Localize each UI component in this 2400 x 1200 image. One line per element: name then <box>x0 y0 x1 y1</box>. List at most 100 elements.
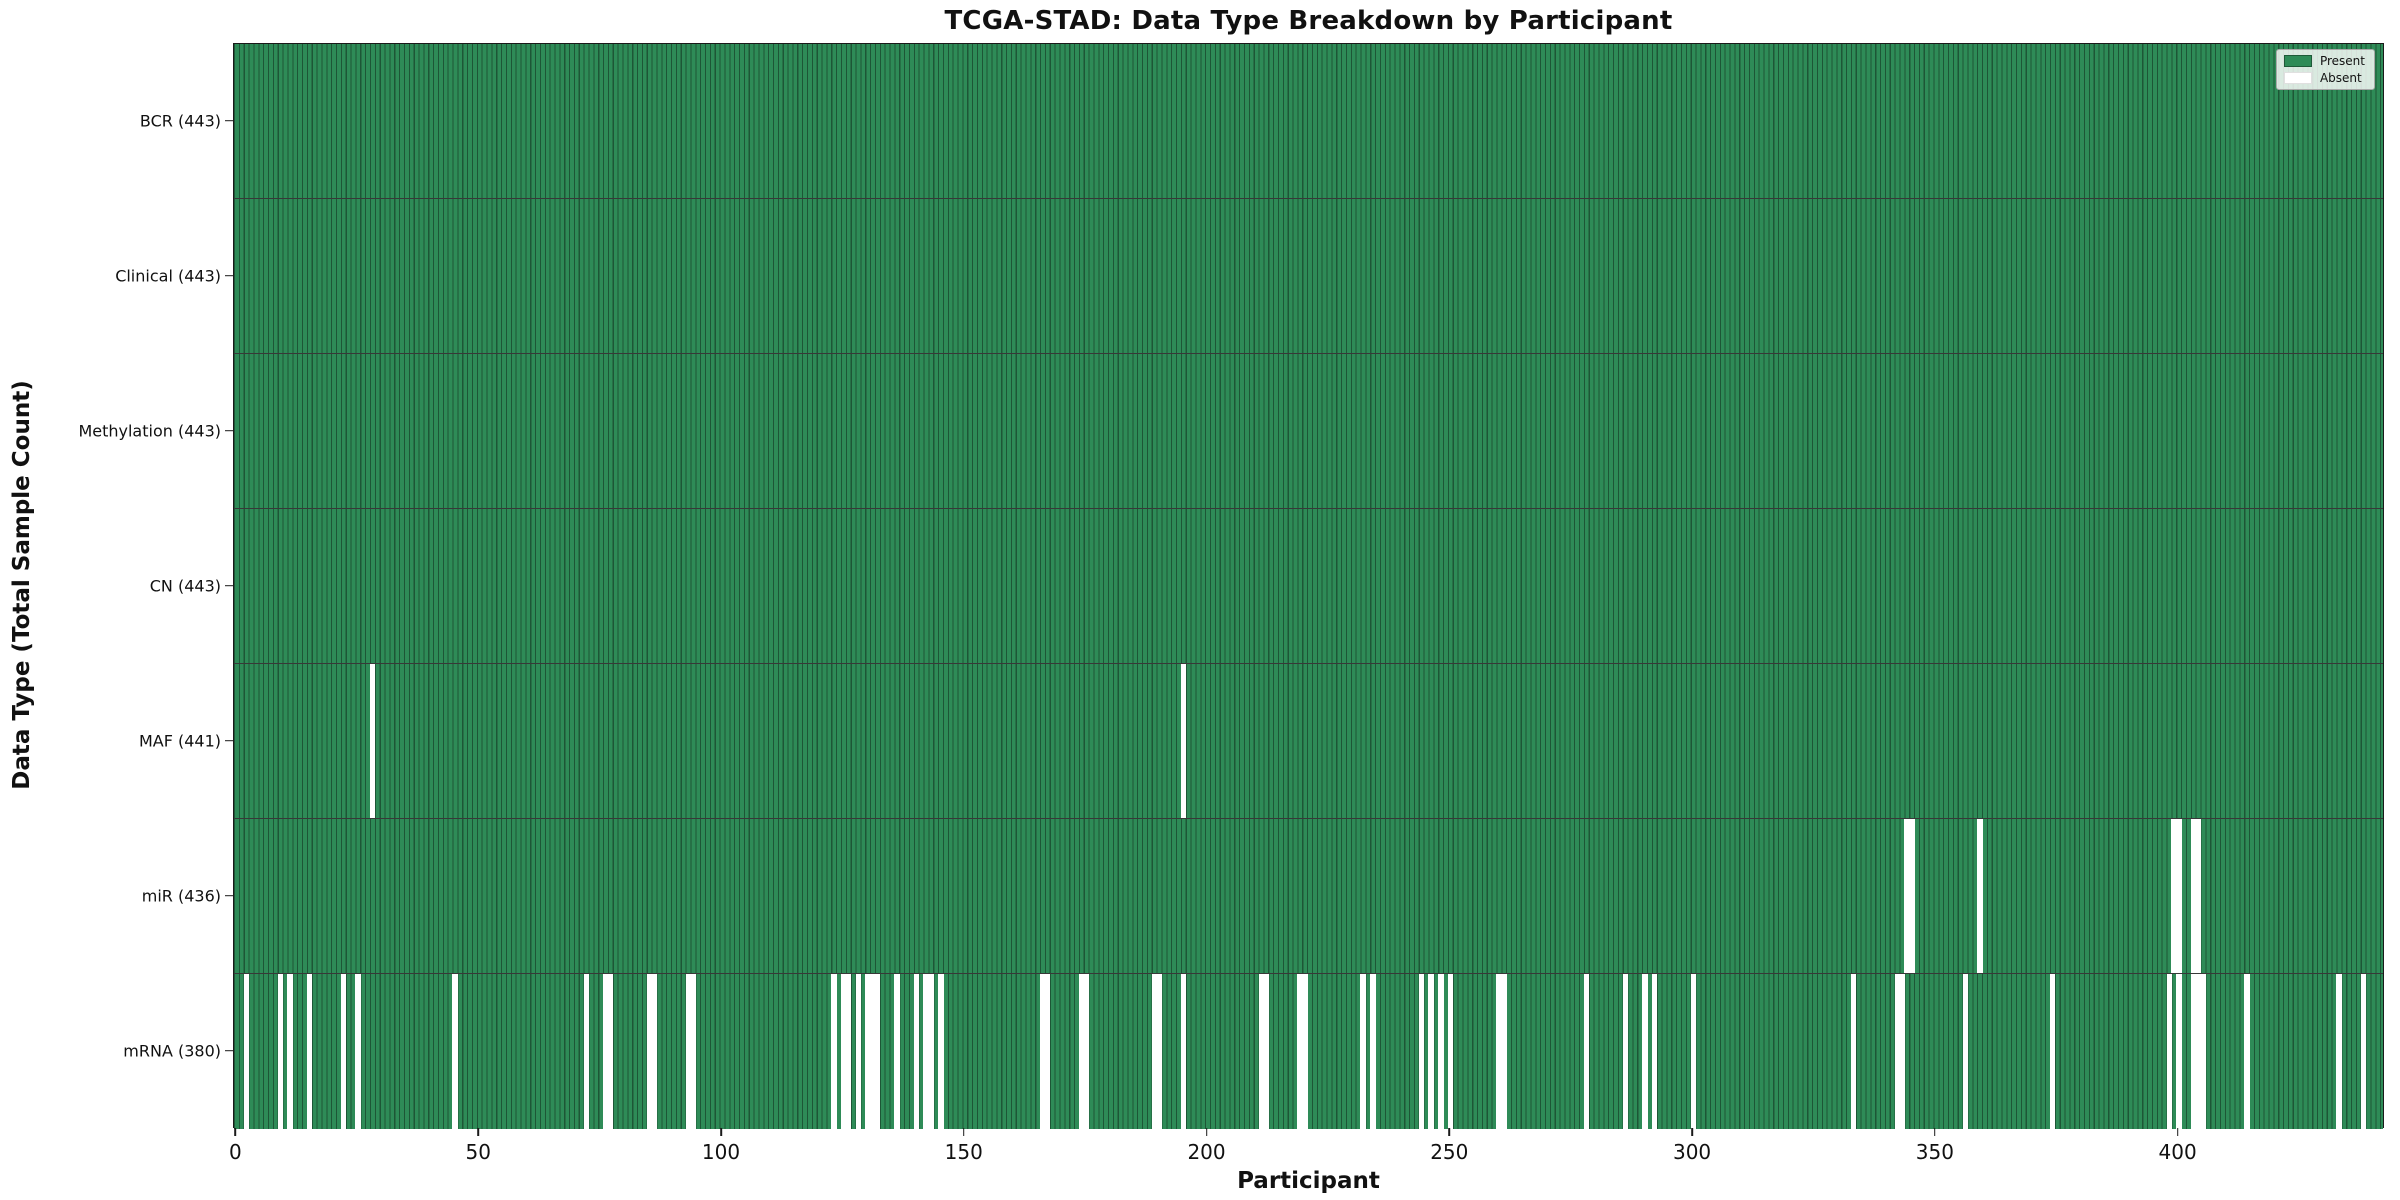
absent-gap <box>1909 819 1915 973</box>
legend-label: Present <box>2319 54 2365 68</box>
ytick-label-MAF: MAF (441) <box>138 731 221 750</box>
xtick-label-250: 250 <box>1430 1140 1469 1164</box>
legend-label: Absent <box>2319 71 2362 85</box>
legend-entry-absent: Absent <box>2283 71 2365 85</box>
absent-gap <box>2244 974 2250 1129</box>
xtick-label-150: 150 <box>944 1140 983 1164</box>
absent-gap <box>2195 819 2202 973</box>
legend: Present Absent <box>2275 49 2375 90</box>
absent-gap <box>287 974 293 1129</box>
absent-gap <box>452 974 458 1129</box>
row-CN <box>234 509 2383 664</box>
absent-gap <box>1151 974 1158 1129</box>
absent-gap <box>355 974 361 1129</box>
absent-gap <box>1977 819 1983 973</box>
absent-gap <box>1583 974 1590 1129</box>
absent-gap <box>607 974 614 1129</box>
absent-gap <box>1370 974 1376 1129</box>
absent-gap <box>1904 819 1910 973</box>
absent-gap <box>2360 974 2367 1129</box>
absent-gap <box>1297 974 1303 1129</box>
absent-gap <box>923 974 929 1129</box>
present-bars <box>234 199 2383 353</box>
ytick-mark <box>225 429 233 432</box>
absent-gap <box>1156 974 1162 1129</box>
present-bars <box>234 819 2383 973</box>
ytick-label-BCR: BCR (443) <box>139 111 221 130</box>
absent-gap <box>2190 819 2197 973</box>
xtick-mark <box>1448 1128 1451 1136</box>
xtick-mark <box>2176 1128 2179 1136</box>
absent-gap <box>1447 974 1454 1129</box>
absent-gap <box>1180 664 1187 818</box>
present-bars <box>234 974 2383 1129</box>
xtick-label-200: 200 <box>1187 1140 1226 1164</box>
x-axis-label: Participant <box>1237 1168 1380 1194</box>
ytick-label-mRNA: mRNA (380) <box>123 1041 221 1060</box>
absent-gap <box>865 974 871 1129</box>
xtick-mark <box>477 1128 479 1136</box>
absent-gap <box>1180 974 1187 1129</box>
ytick-mark <box>225 119 233 122</box>
legend-swatch-icon <box>2283 55 2312 67</box>
absent-gap <box>874 974 881 1129</box>
absent-gap <box>1428 974 1434 1129</box>
xtick-mark <box>1691 1128 1693 1136</box>
absent-gap <box>1438 974 1444 1129</box>
absent-gap <box>306 974 313 1129</box>
absent-gap <box>1622 974 1629 1129</box>
row-MAF <box>234 664 2383 819</box>
xtick-mark <box>962 1128 965 1136</box>
absent-gap <box>1496 974 1502 1129</box>
absent-gap <box>2190 974 2197 1129</box>
absent-gap <box>845 974 852 1129</box>
absent-gap <box>840 974 847 1129</box>
present-bars <box>234 44 2383 198</box>
absent-gap <box>855 974 861 1129</box>
legend-swatch-icon <box>2283 72 2312 84</box>
absent-gap <box>651 974 658 1129</box>
absent-gap <box>1899 974 1905 1129</box>
absent-gap <box>1690 974 1697 1129</box>
ytick-mark <box>225 739 233 742</box>
absent-gap <box>2200 974 2206 1129</box>
absent-gap <box>2176 974 2182 1129</box>
present-bars <box>234 664 2383 818</box>
row-miR <box>234 819 2383 974</box>
plot-area: Present Absent <box>233 43 2384 1129</box>
xtick-label-0: 0 <box>229 1140 242 1164</box>
ytick-label-CN: CN (443) <box>149 576 221 595</box>
absent-gap <box>1078 974 1085 1129</box>
absent-gap <box>1302 974 1308 1129</box>
absent-gap <box>1360 974 1366 1129</box>
xtick-label-100: 100 <box>701 1140 741 1164</box>
row-mRNA <box>234 974 2383 1129</box>
absent-gap <box>938 974 944 1129</box>
absent-gap <box>277 974 284 1129</box>
ytick-label-Clinical: Clinical (443) <box>115 266 221 285</box>
absent-gap <box>1651 974 1658 1129</box>
row-Methylation <box>234 354 2383 509</box>
absent-gap <box>913 974 920 1129</box>
absent-gap <box>2171 819 2177 973</box>
absent-gap <box>646 974 653 1129</box>
absent-gap <box>1258 974 1264 1129</box>
xtick-label-50: 50 <box>465 1140 491 1164</box>
absent-gap <box>1894 974 1901 1129</box>
absent-gap <box>243 974 250 1129</box>
present-bars <box>234 354 2383 508</box>
absent-gap <box>1263 974 1269 1129</box>
absent-gap <box>870 974 876 1129</box>
absent-gap <box>894 974 900 1129</box>
ytick-mark <box>225 274 233 277</box>
absent-gap <box>685 974 692 1129</box>
absent-gap <box>1418 974 1425 1129</box>
row-Clinical <box>234 199 2383 354</box>
absent-gap <box>2176 819 2182 973</box>
absent-gap <box>340 974 347 1129</box>
chart-title: TCGA-STAD: Data Type Breakdown by Partic… <box>944 6 1673 36</box>
absent-gap <box>2166 974 2172 1129</box>
absent-gap <box>1044 974 1051 1129</box>
absent-gap <box>2195 974 2202 1129</box>
